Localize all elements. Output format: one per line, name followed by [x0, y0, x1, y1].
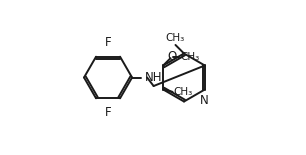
- Text: N: N: [200, 94, 208, 107]
- Text: O: O: [167, 51, 176, 63]
- Text: F: F: [105, 36, 111, 49]
- Text: NH: NH: [144, 71, 162, 84]
- Text: F: F: [105, 106, 111, 119]
- Text: CH₃: CH₃: [165, 33, 184, 43]
- Text: CH₃: CH₃: [180, 52, 200, 62]
- Text: CH₃: CH₃: [174, 87, 193, 97]
